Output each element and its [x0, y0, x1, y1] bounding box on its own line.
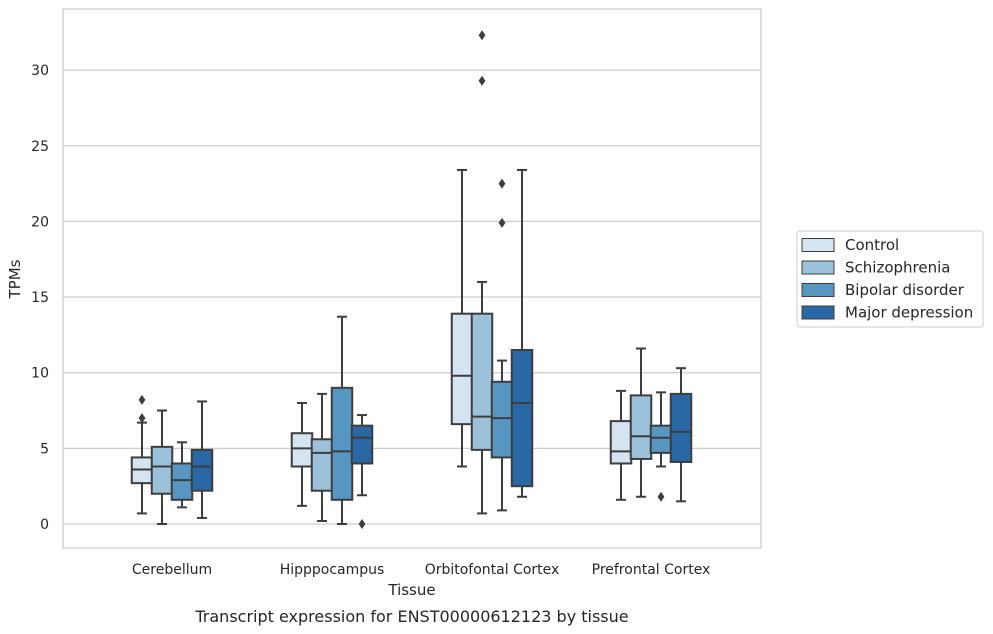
box-iqr [150, 445, 174, 495]
box-major-depression [190, 400, 214, 519]
outlier-point [138, 413, 146, 424]
box-iqr [609, 420, 633, 465]
x-axis-label: Tissue [387, 581, 435, 599]
box-iqr [629, 394, 653, 460]
box-bipolar-disorder [170, 441, 194, 509]
box-iqr [170, 462, 194, 501]
legend-label: Schizophrenia [845, 259, 950, 277]
chart-caption: Transcript expression for ENST0000061212… [194, 607, 628, 626]
y-tick-labels: 0 5 10 15 20 25 30 [31, 63, 49, 533]
legend-swatch [801, 305, 835, 320]
x-tick-label: Cerebellum [132, 562, 212, 578]
x-tick-label: Hipppocampus [280, 562, 385, 578]
outlier-point [138, 394, 146, 405]
y-tick-label: 5 [40, 441, 49, 457]
outlier-point [478, 75, 486, 86]
box-bipolar-disorder [330, 315, 354, 525]
box-control [290, 401, 314, 507]
y-tick-label: 15 [31, 290, 49, 306]
box-iqr [330, 386, 354, 501]
y-tick-label: 20 [31, 214, 49, 230]
box-major-depression [350, 414, 374, 529]
legend-swatch [801, 238, 835, 252]
box-schizophrenia [629, 347, 653, 498]
legend-swatch [801, 260, 835, 275]
outlier-point [478, 30, 486, 41]
box-iqr [490, 380, 514, 459]
box-iqr [350, 424, 374, 465]
box-iqr [290, 432, 314, 468]
box-iqr [450, 312, 474, 426]
y-tick-label: 25 [31, 139, 49, 155]
box-iqr [649, 424, 673, 454]
plot-area-frame [62, 8, 762, 549]
outlier-point [498, 178, 506, 189]
box-iqr [669, 392, 693, 463]
legend-frame [796, 230, 984, 328]
box-schizophrenia [470, 30, 494, 515]
y-tick-label: 10 [31, 366, 49, 382]
gridlines [63, 69, 761, 525]
box-iqr [310, 438, 334, 492]
box-major-depression [669, 367, 693, 503]
box-major-depression [510, 168, 534, 498]
box-control [450, 168, 474, 468]
legend-label: Bipolar disorder [845, 281, 965, 299]
legend-label: Control [845, 236, 899, 254]
legend: Control Schizophrenia Bipolar disorder Majo… [796, 230, 984, 328]
y-tick-label: 0 [40, 517, 49, 533]
outlier-point [657, 491, 665, 502]
y-tick-label: 30 [31, 63, 49, 79]
box-bipolar-disorder [490, 178, 514, 512]
box-control [130, 394, 154, 515]
outlier-point [358, 519, 366, 529]
box-schizophrenia [150, 409, 174, 525]
box-control [609, 389, 633, 501]
box-groups [130, 30, 693, 529]
box-iqr [510, 349, 534, 488]
legend-swatch [801, 283, 835, 297]
y-axis-label: TPMs [6, 259, 24, 299]
x-tick-label: Prefrontal Cortex [592, 562, 711, 578]
x-tick-labels: Cerebellum Hipppocampus Orbitofontal Corte… [132, 562, 710, 578]
outlier-point [498, 217, 506, 228]
box-schizophrenia [310, 392, 334, 522]
box-iqr [190, 448, 214, 492]
box-bipolar-disorder [649, 391, 673, 502]
x-tick-label: Orbitofontal Cortex [425, 562, 560, 578]
legend-label: Major depression [845, 304, 973, 322]
box-iqr [470, 312, 494, 451]
